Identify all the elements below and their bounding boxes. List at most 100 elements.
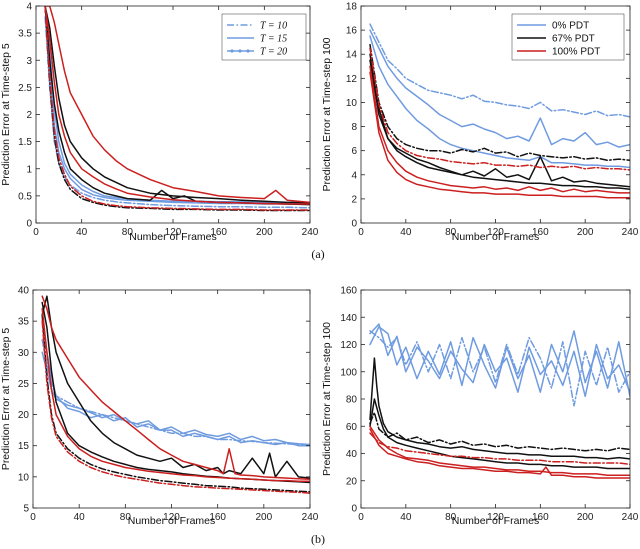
series-line-0-pdt-t-10 (44, 16, 310, 209)
x-tick-label: 160 (532, 512, 549, 523)
x-tick-label: 120 (487, 227, 504, 238)
y-tick-label: 120 (340, 340, 357, 351)
y-tick-label: 25 (18, 379, 30, 390)
series-line-67-pdt-t-10 (369, 411, 630, 452)
x-tick-label: 160 (532, 227, 549, 238)
legend-box (511, 13, 625, 61)
y-axis-label: Prediction Error at Time-step 5 (0, 328, 12, 471)
series-line-100-pdt-t-20 (41, 295, 310, 481)
caption-a: (a) (311, 247, 324, 261)
y-tick-label: 0.5 (18, 191, 32, 202)
series-line-100-pdt-t-20 (369, 428, 630, 479)
series-line-0-pdt-t-15 (369, 29, 630, 148)
x-axis-label: Number of Frames (129, 231, 217, 243)
series-line-0-pdt-t-10 (369, 23, 630, 118)
series-line-0-pdt-t-15 (369, 326, 630, 398)
chart-b-right: 0 40 80 120 160 200 240020406080100120140160Nu… (321, 286, 639, 528)
series-line-100-pdt-t-15 (44, 6, 310, 205)
y-tick-label: 60 (346, 422, 358, 433)
y-tick-label: 0 (351, 504, 357, 515)
series-line-67-pdt-t-20 (369, 398, 630, 470)
series-line-100-pdt-t-15 (41, 307, 310, 482)
y-tick-label: 1.5 (18, 137, 32, 148)
legend-label-67-pdt: 67% PDT (552, 34, 595, 45)
series-line-67-pdt-t-10 (44, 6, 310, 212)
series-line-0-pdt-t-15 (41, 351, 310, 446)
y-axis-label: Prediction Error at Time-step 5 (0, 43, 12, 186)
y-tick-label: 16 (346, 26, 358, 37)
x-tick-label: 80 (120, 512, 132, 523)
series-line-67-pdt-t-15 (369, 53, 630, 188)
y-tick-label: 30 (18, 348, 30, 359)
series-line-100-pdt-t-15 (369, 65, 630, 194)
y-tick-label: 8 (351, 122, 357, 133)
series-group (41, 295, 310, 494)
y-tick-label: 3.5 (18, 29, 32, 40)
series-line-0-pdt-t-20 (369, 323, 630, 398)
x-tick-label: 160 (210, 227, 227, 238)
y-tick-label: 18 (346, 2, 358, 13)
x-tick-label: 40 (74, 512, 86, 523)
y-tick-label: 10 (18, 472, 30, 483)
x-tick-label: 240 (302, 512, 319, 523)
x-tick-label: 200 (256, 227, 273, 238)
series-line-100-pdt-t-10 (369, 47, 630, 171)
x-tick-label: 40 (76, 227, 88, 238)
y-tick-label: 0 (26, 219, 32, 230)
y-tick-label: 40 (346, 449, 358, 460)
legend-marker (238, 49, 242, 53)
y-tick-label: 160 (340, 286, 357, 297)
x-tick-label: 0 (358, 512, 364, 523)
y-tick-label: 14 (346, 50, 358, 61)
series-line-100-pdt-t-10 (41, 320, 310, 494)
legend-marker (246, 49, 250, 53)
plot-frame (360, 289, 631, 509)
series-line-67-pdt-t-10 (41, 314, 310, 493)
series-line-67-pdt-t-20 (369, 59, 630, 190)
series-line-67-pdt-t-20 (41, 295, 310, 479)
chart-a-left: 0 40 80 120 160 200 240 0 0.5 1 1.5 2 2.5 3 3.5 4 Number… (0, 2, 319, 244)
caption-b: (b) (311, 532, 325, 546)
y-tick-label: 5 (23, 504, 29, 515)
series-line-0-pdt-t-20 (41, 314, 310, 447)
y-tick-label: 10 (346, 98, 358, 109)
x-tick-label: 240 (622, 227, 639, 238)
series-line-0-pdt-t-20 (369, 35, 630, 169)
y-tick-label: 140 (340, 313, 357, 324)
legend-label-t-10: T = 10 (260, 21, 287, 32)
x-tick-label: 0 (30, 512, 36, 523)
x-axis-label: Number of Frames (452, 231, 540, 243)
x-tick-label: 0 (358, 227, 364, 238)
chart-b-left: 0 40 80 120 160 200 240 5 10 15 20 25 30 35 40 Number o… (0, 286, 319, 528)
x-axis-label: Number of Frames (128, 515, 216, 527)
y-tick-label: 2 (26, 110, 32, 121)
series-line-0-pdt-t-20 (44, 6, 310, 204)
y-tick-label: 35 (18, 317, 30, 328)
y-tick-label: 6 (351, 146, 357, 157)
y-tick-label: 80 (346, 395, 358, 406)
x-tick-label: 160 (209, 512, 226, 523)
y-tick-label: 2 (351, 194, 357, 205)
series-line-67-pdt-t-15 (369, 357, 630, 460)
series-line-0-pdt-t-10 (369, 330, 630, 407)
x-tick-label: 40 (400, 512, 412, 523)
y-tick-label: 20 (18, 410, 30, 421)
x-tick-label: 40 (400, 227, 412, 238)
legend-label-t-20: T = 20 (260, 47, 287, 58)
x-tick-label: 120 (487, 512, 504, 523)
y-tick-label: 100 (340, 367, 357, 378)
series-line-67-pdt-t-20 (44, 6, 310, 204)
series-line-100-pdt-t-10 (369, 432, 630, 466)
y-tick-label: 20 (346, 476, 358, 487)
y-tick-label: 4 (351, 170, 357, 181)
legend-marker (230, 49, 234, 53)
y-axis-label: Prediction Error at Time-step 100 (321, 37, 333, 191)
y-tick-label: 4 (26, 2, 32, 13)
series-line-100-pdt-t-10 (44, 6, 310, 211)
x-tick-label: 120 (163, 512, 180, 523)
y-tick-label: 3 (26, 56, 32, 67)
legend-box (221, 13, 307, 61)
series-line-100-pdt-t-20 (369, 71, 630, 199)
x-tick-label: 120 (165, 227, 182, 238)
